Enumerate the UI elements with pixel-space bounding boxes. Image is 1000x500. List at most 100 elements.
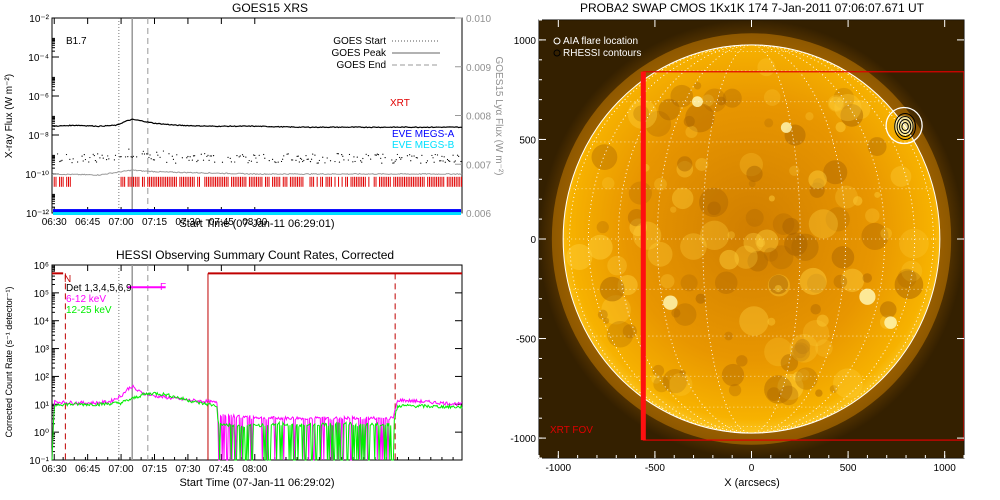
solar-texture-blob: [835, 122, 846, 133]
lya-flux-point: [197, 159, 199, 161]
solar-texture-blob: [865, 208, 880, 223]
solar-texture-blob: [714, 271, 738, 295]
lya-flux-point: [77, 161, 79, 163]
lya-flux-point: [207, 154, 209, 156]
lya-flux-point: [454, 160, 456, 162]
solar-texture-blob: [743, 232, 764, 254]
lya-flux-point: [94, 159, 97, 162]
solar-texture-blob: [739, 306, 769, 336]
solar-texture-blob: [768, 195, 775, 202]
lya-flux-point: [362, 157, 364, 160]
active-region-brightening: [884, 316, 897, 329]
solar-texture-blob: [622, 324, 637, 339]
solar-texture-blob: [789, 165, 800, 176]
solar-texture-blob: [778, 385, 799, 406]
x-tick-label: 06:30: [42, 217, 67, 228]
x-tick-label: 07:15: [142, 464, 167, 475]
solar-texture-blob: [701, 94, 714, 107]
lya-flux-point: [316, 162, 318, 164]
lya-flux-point: [277, 161, 279, 163]
lya-flux-point: [393, 162, 395, 164]
solar-texture-blob: [810, 304, 821, 315]
lya-flux-point: [441, 155, 443, 157]
goes-legend: GOES Start GOES Peak GOES End: [332, 36, 440, 71]
solar-texture-blob: [777, 373, 804, 400]
solar-texture-blob: [852, 196, 863, 206]
solar-texture-blob: [679, 369, 686, 377]
lya-flux-point: [99, 157, 101, 159]
solar-texture-blob: [792, 371, 803, 382]
goes-legend-end: GOES End: [337, 60, 386, 71]
solar-texture-blob: [671, 187, 694, 210]
solar-texture-blob: [721, 363, 745, 387]
lya-flux-point: [314, 154, 316, 156]
x-tick-label: 07:30: [175, 217, 200, 228]
lya-flux-point: [101, 154, 103, 156]
lya-flux-point: [381, 162, 383, 164]
lya-flux-point: [256, 161, 258, 163]
lya-flux-point: [436, 154, 439, 156]
x-tick-label: 08:00: [242, 217, 267, 228]
lya-flux-point: [188, 159, 190, 161]
lya-flux-point: [410, 160, 412, 162]
solar-texture-blob: [756, 238, 766, 248]
lya-flux-point: [136, 156, 138, 158]
solar-texture-blob: [670, 84, 694, 108]
lya-flux-point: [268, 160, 270, 162]
solar-texture-blob: [827, 95, 845, 112]
solar-texture-blob: [653, 375, 670, 393]
rhessi-contour: [901, 122, 909, 132]
y2-tick-label: 0.008: [466, 112, 491, 123]
solar-texture-blob: [757, 58, 776, 77]
lya-flux-point: [206, 155, 208, 158]
lya-flux-point: [443, 156, 445, 158]
lya-flux-point: [59, 160, 61, 163]
lya-flux-point: [157, 154, 159, 156]
swap-legend: AIA flare location RHESSI contours: [553, 36, 641, 59]
lya-flux-point: [292, 159, 294, 161]
solar-texture-blob: [812, 178, 825, 190]
swap-ticks: -1000 -500 0 500 1000 -1000 -500 0 500 1000: [510, 19, 965, 474]
lya-flux-point: [343, 159, 345, 161]
lya-flux-point: [334, 160, 336, 163]
goes-long-flux-line: [51, 118, 463, 129]
x-tick-label: 07:45: [209, 217, 234, 228]
lya-flux-point: [347, 159, 349, 161]
lya-flux-point: [72, 158, 74, 160]
lya-flux-point: [238, 156, 240, 158]
solar-texture-blob: [699, 187, 729, 218]
lya-flux-point: [426, 160, 429, 162]
solar-texture-blob: [602, 177, 615, 190]
lya-flux-point: [396, 153, 398, 156]
lya-flux-point: [105, 158, 108, 161]
lya-flux-point: [143, 153, 146, 155]
lya-flux-point: [245, 156, 247, 158]
lya-flux-point: [250, 160, 253, 162]
lya-flux-point: [214, 161, 216, 163]
y-tick-label: 10⁻⁸: [28, 131, 49, 142]
solar-texture-blob: [890, 166, 912, 187]
lya-flux-point: [452, 154, 454, 156]
lya-flux-point: [413, 155, 415, 157]
hessi-ticks: 06:30 06:45 07:00 07:15 07:30 07:45 08:00 10⁻¹ 1…: [29, 261, 462, 475]
xrt-fov-label: XRT FOV: [550, 425, 593, 436]
lya-flux-point: [89, 156, 91, 159]
solar-texture-blob: [831, 246, 855, 269]
solar-texture-blob: [728, 383, 742, 397]
solar-texture-blob: [880, 227, 892, 240]
goes-class-label: B1.7: [66, 36, 87, 47]
lya-flux-point: [254, 154, 256, 157]
lya-flux-point: [384, 157, 386, 159]
y-tick-label: 10⁰: [34, 428, 49, 439]
lya-flux-point: [290, 159, 293, 161]
lya-flux-point: [453, 161, 455, 163]
lya-flux-point: [337, 153, 339, 155]
lya-flux-point: [338, 161, 341, 163]
lya-flux-point: [65, 153, 68, 156]
lya-flux-point: [420, 162, 422, 164]
lya-flux-point: [253, 154, 255, 156]
lya-flux-point: [399, 156, 401, 159]
solar-texture-blob: [654, 177, 667, 191]
hessi-flag-flare: F: [160, 282, 166, 293]
swap-x-tick-label: 1000: [934, 463, 957, 474]
